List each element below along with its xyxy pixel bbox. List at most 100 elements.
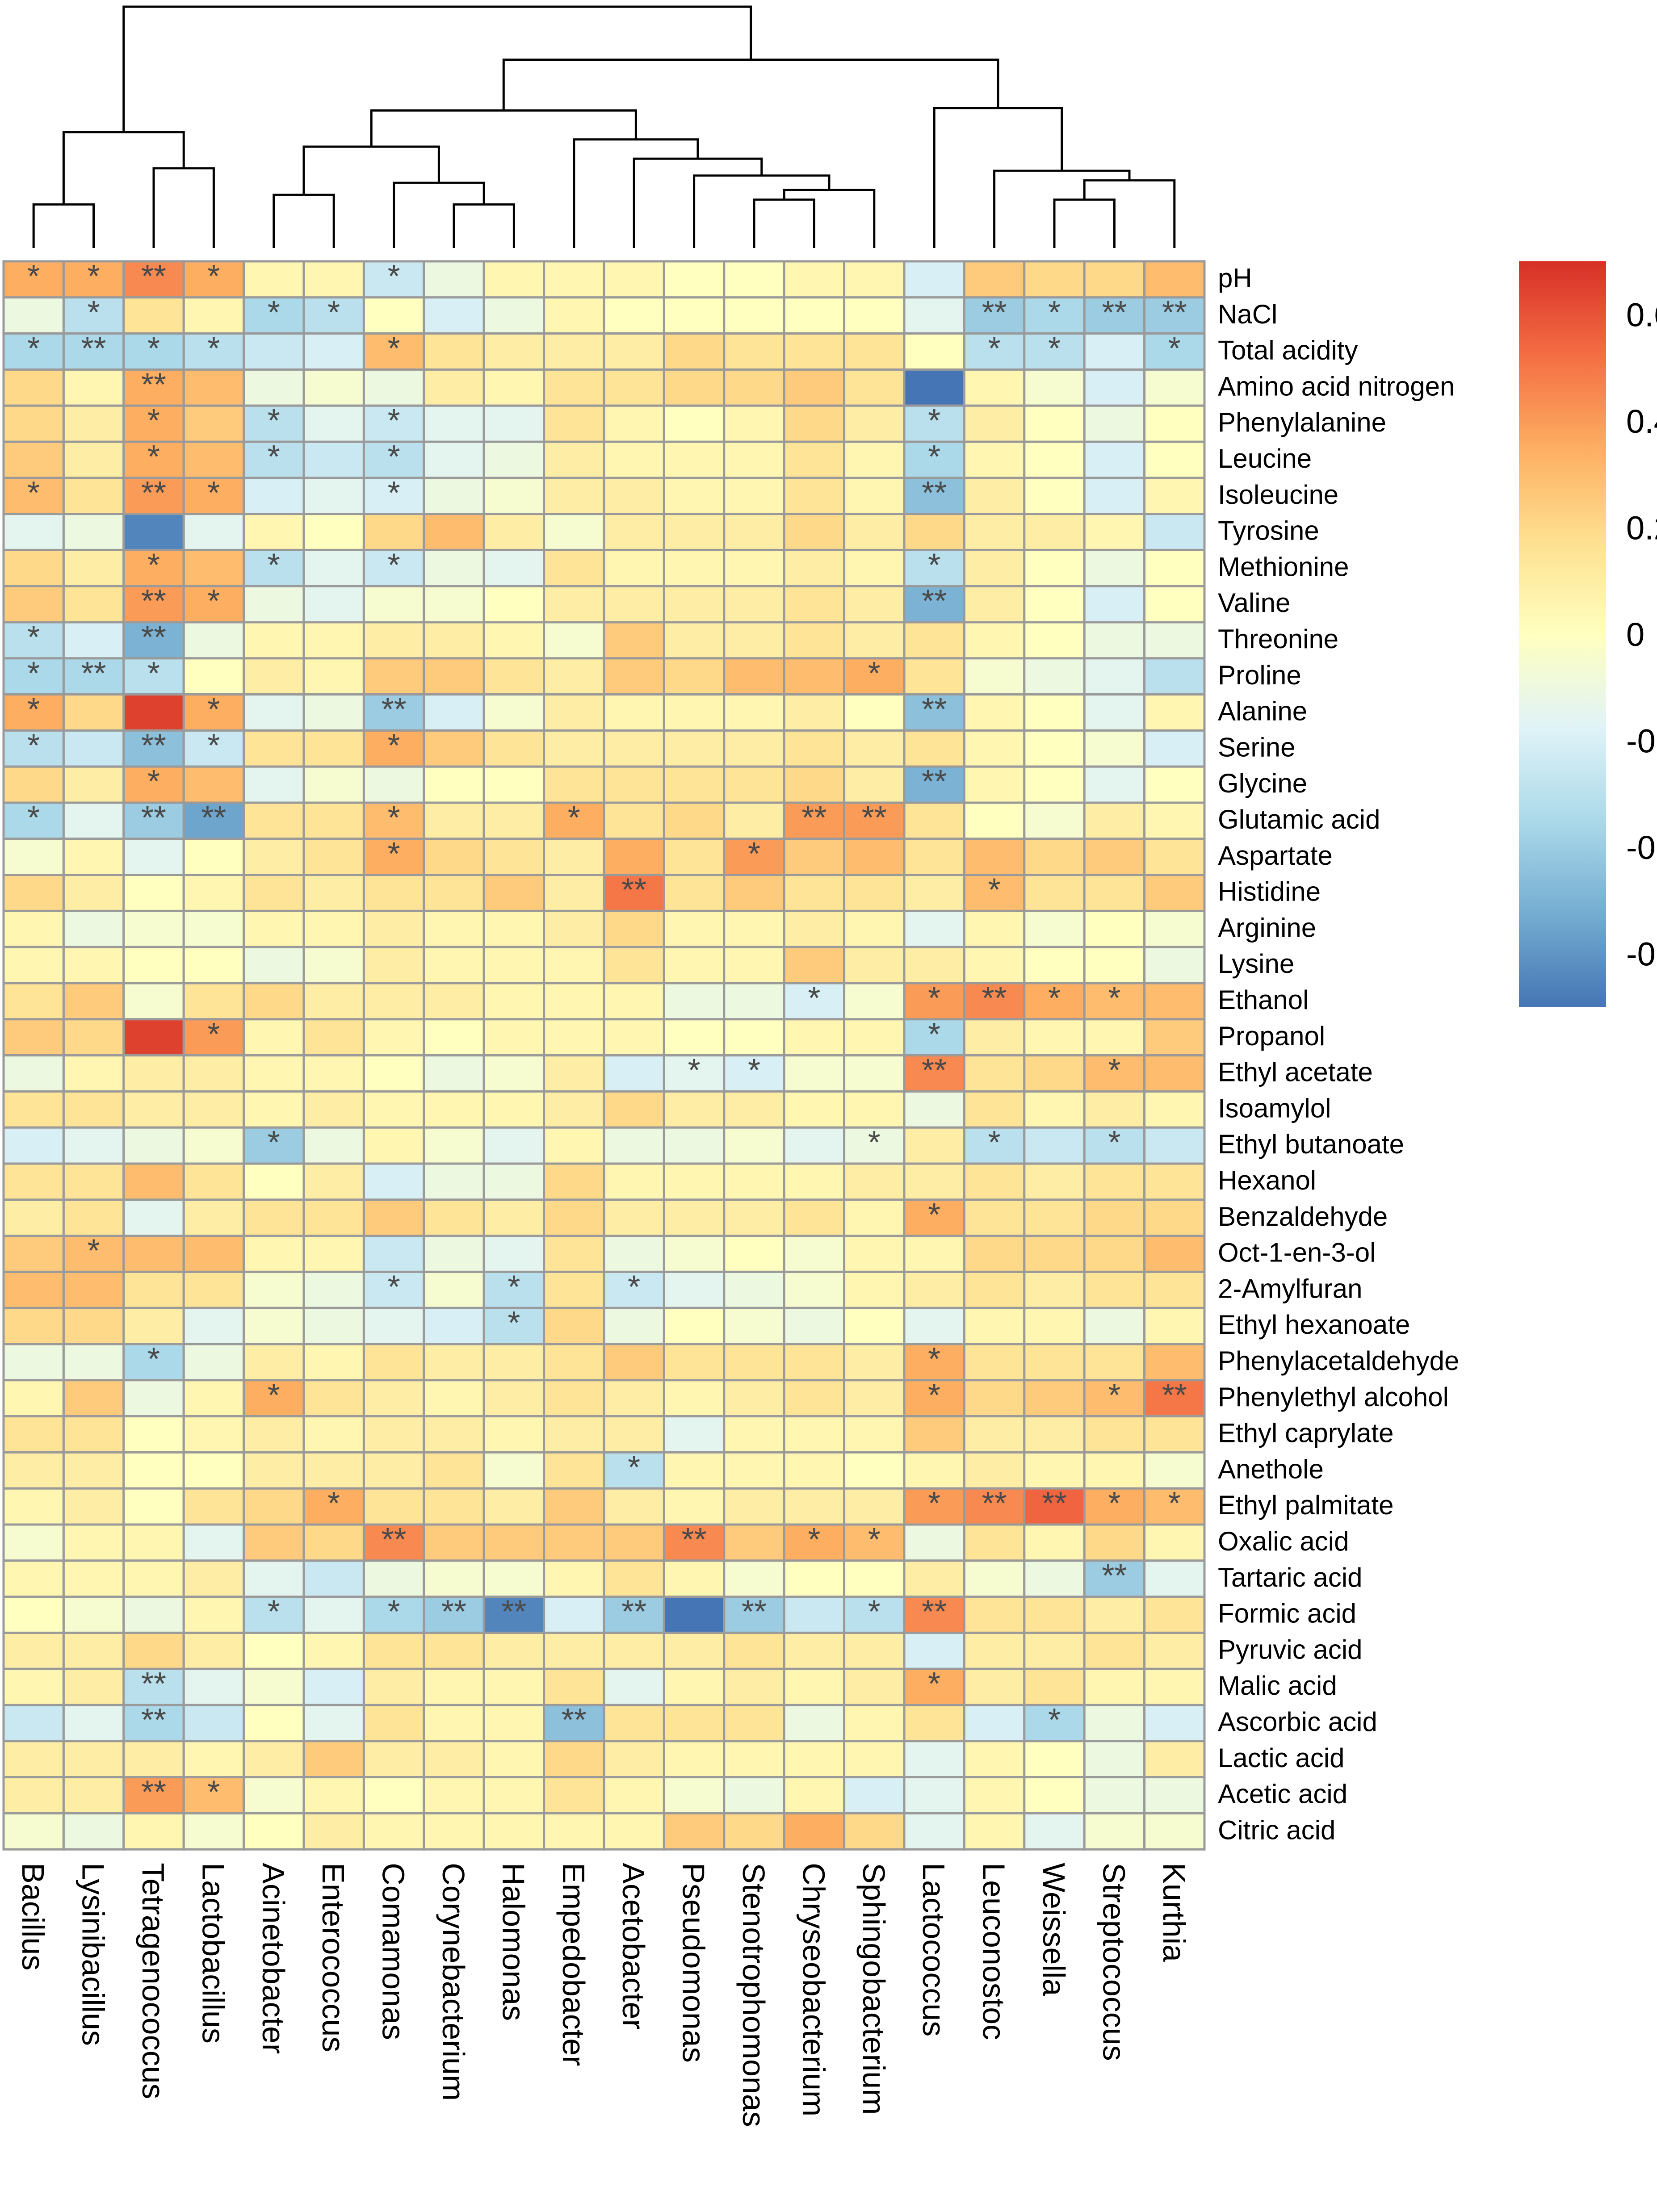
cell-threonine-pseudomonas [663,621,726,660]
cell-oct-1-en-3-ol-lactobacillus [182,1235,245,1273]
cell-alanine-lysinibacillus [62,693,125,732]
cell-isoleucine-chryseobacterium [783,477,846,515]
cell-valine-comamonas [362,585,425,624]
cell-ethyl-acetate-corynebacterium [423,1054,485,1093]
cell-acetic-acid-lysinibacillus [62,1776,125,1814]
cell-total-acidity-acinetobacter [243,332,305,371]
cell-ethyl-hexanoate-pseudomonas [663,1307,726,1345]
cell-hexanol-acetobacter [603,1162,665,1201]
cell-threonine-empedobacter [543,621,605,660]
col-label-halomonas: Halomonas [496,1863,531,2021]
cell-acetic-acid-comamonas [362,1776,425,1814]
significance-tartaric-acid-streptococcus: ** [1102,1558,1127,1594]
cell-methionine-bacillus [2,549,65,587]
significance-formic-acid-lactococcus: ** [922,1594,947,1630]
cell-acetic-acid-chryseobacterium [783,1776,846,1814]
cell-oxalic-acid-halomonas [482,1523,545,1562]
cell-lactic-acid-leuconostoc [963,1740,1026,1779]
col-label-leuconostoc: Leuconostoc [977,1863,1011,2040]
cell-ascorbic-acid-empedobacter [543,1704,605,1743]
significance-ethyl-butanoate-streptococcus: * [1108,1125,1120,1160]
cell-valine-corynebacterium [423,585,485,624]
cell-ph-stenotrophomonas [723,260,785,299]
cell-oct-1-en-3-ol-empedobacter [543,1235,605,1273]
cell-oxalic-acid-stenotrophomonas [723,1523,785,1562]
cell-serine-lactococcus [903,729,965,768]
cell-phenylalanine-streptococcus [1083,404,1146,443]
colorbar-tick-label: 0 [1626,616,1644,653]
cell-ethyl-butanoate-weissella [1023,1126,1086,1165]
cell-tartaric-acid-comamonas [362,1559,425,1598]
cell-lysine-tetragenococcus [122,946,185,985]
cell-ph-pseudomonas [663,260,726,299]
significance-glutamic-acid-empedobacter: * [568,800,580,836]
significance-aspartate-comamonas: * [388,836,400,872]
cell-amino-acid-nitrogen-kurthia [1143,368,1206,407]
cell-phenylacetaldehyde-acinetobacter [243,1343,305,1382]
cell-valine-weissella [1023,585,1086,624]
cell-ethanol-bacillus [2,982,65,1021]
cell-ethyl-hexanoate-empedobacter [543,1307,605,1345]
cell-oxalic-acid-lactobacillus [182,1523,245,1562]
cell-lactic-acid-kurthia [1143,1740,1206,1779]
cell-histidine-halomonas [482,874,545,912]
cell-2-amylfuran-lysinibacillus [62,1270,125,1309]
col-label-lysinibacillus: Lysinibacillus [76,1863,111,2046]
cell-proline-streptococcus [1083,657,1146,696]
cell-isoamylol-kurthia [1143,1090,1206,1129]
cell-glycine-acinetobacter [243,765,305,804]
cell-citric-acid-empedobacter [543,1812,605,1851]
cell-oct-1-en-3-ol-sphingobacterium [843,1235,906,1273]
cell-pyruvic-acid-empedobacter [543,1631,605,1670]
cell-ethyl-hexanoate-acinetobacter [243,1307,305,1345]
col-label-empedobacter: Empedobacter [556,1863,591,2066]
cell-total-acidity-lysinibacillus [62,332,125,371]
cell-2-amylfuran-tetragenococcus [122,1270,185,1309]
cell-alanine-acetobacter [603,693,665,732]
significance-methionine-acinetobacter: * [268,547,280,583]
significance-leucine-acinetobacter: * [268,439,280,475]
cell-ph-tetragenococcus [122,260,185,299]
significance-ethanol-weissella: * [1048,980,1061,1016]
cell-malic-acid-pseudomonas [663,1667,726,1706]
row-label-aspartate: Aspartate [1218,841,1333,871]
cell-lactic-acid-lysinibacillus [62,1740,125,1779]
cell-leucine-chryseobacterium [783,440,846,479]
row-label-ethyl-caprylate: Ethyl caprylate [1218,1418,1394,1448]
significance-serine-tetragenococcus: ** [141,728,166,763]
cell-histidine-chryseobacterium [783,874,846,912]
dendrogram-branch [993,169,1131,248]
cell-lactic-acid-halomonas [482,1740,545,1779]
cell-citric-acid-acetobacter [603,1812,665,1851]
significance-ascorbic-acid-empedobacter: ** [562,1702,587,1738]
cell-anethole-stenotrophomonas [723,1451,785,1490]
cell-lysine-empedobacter [543,946,605,985]
row-label-citric-acid: Citric acid [1218,1815,1335,1845]
cell-nacl-stenotrophomonas [723,296,785,335]
colorbar-tick-label: 0.6 [1626,296,1657,333]
cell-total-acidity-sphingobacterium [843,332,906,371]
cell-pyruvic-acid-weissella [1023,1631,1086,1670]
cell-anethole-streptococcus [1083,1451,1146,1490]
cell-serine-chryseobacterium [783,729,846,768]
row-label-glutamic-acid: Glutamic acid [1218,804,1380,834]
cell-oct-1-en-3-ol-tetragenococcus [122,1235,185,1273]
row-label-alanine: Alanine [1218,696,1307,726]
cell-malic-acid-kurthia [1143,1667,1206,1706]
cell-proline-kurthia [1143,657,1206,696]
significance-threonine-tetragenococcus: ** [141,620,166,655]
cell-malic-acid-streptococcus [1083,1667,1146,1706]
significance-total-acidity-lactobacillus: * [207,331,220,367]
cell-benzaldehyde-streptococcus [1083,1198,1146,1237]
cell-ethyl-butanoate-lysinibacillus [62,1126,125,1165]
cell-aspartate-acinetobacter [243,838,305,876]
significance-phenylalanine-comamonas: * [388,403,400,439]
cell-propanol-tetragenococcus [122,1018,185,1057]
cell-valine-sphingobacterium [843,585,906,624]
cell-alanine-chryseobacterium [783,693,846,732]
cell-ethyl-butanoate-comamonas [362,1126,425,1165]
cell-tyrosine-acinetobacter [243,513,305,551]
cell-2-amylfuran-enterococcus [302,1270,365,1309]
dendrogram-branch [302,145,440,195]
cell-tartaric-acid-chryseobacterium [783,1559,846,1598]
